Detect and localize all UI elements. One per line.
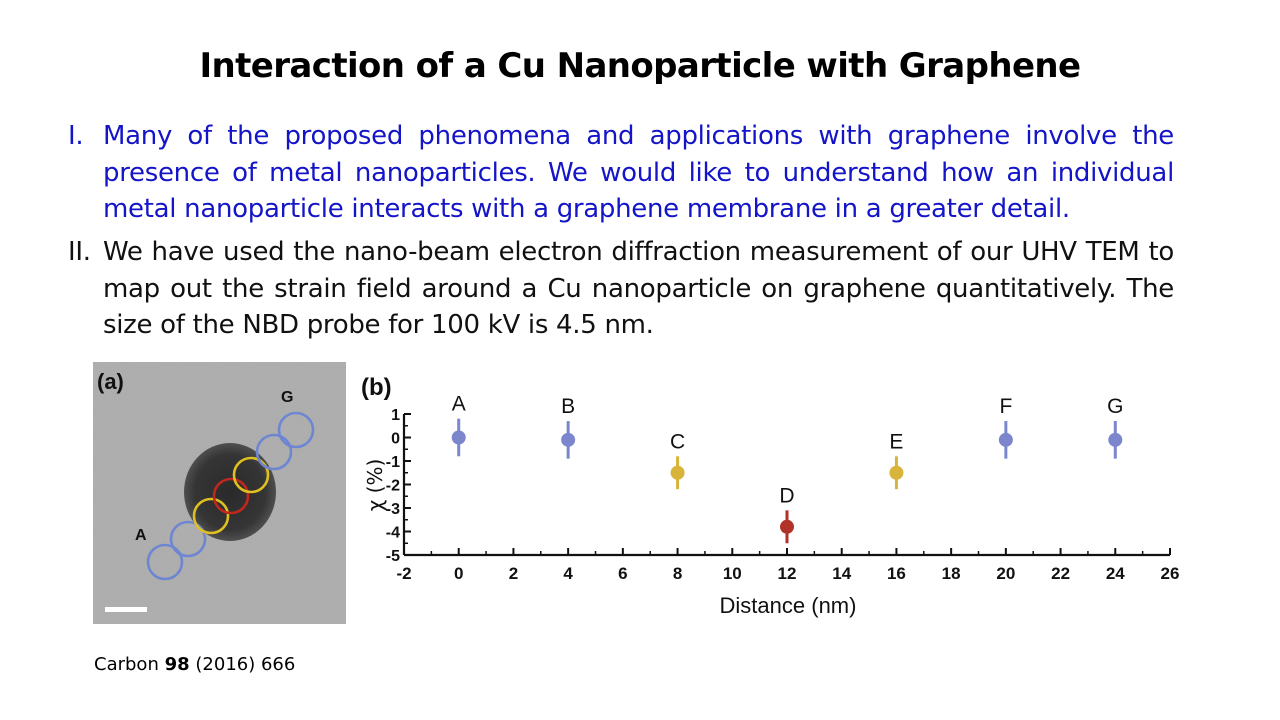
- list-marker: I.: [68, 121, 84, 151]
- circle-label-a: A: [135, 527, 147, 544]
- x-tick-label: 0: [454, 564, 463, 583]
- x-tick-label: 26: [1161, 564, 1180, 583]
- list-item: I. Many of the proposed phenomena and ap…: [68, 118, 1174, 228]
- y-tick-label: 0: [391, 431, 400, 448]
- list-item: II. We have used the nano-beam electron …: [68, 234, 1174, 344]
- point-label-g: G: [1107, 395, 1123, 418]
- x-tick-label: 4: [563, 564, 573, 583]
- data-point-a: [451, 430, 466, 445]
- probe-circle-b: [169, 520, 207, 558]
- citation-journal: Carbon: [94, 654, 159, 675]
- probe-circle-d: [212, 477, 250, 515]
- cu-nanoparticle: [184, 443, 276, 541]
- x-tick-label: 22: [1051, 564, 1070, 583]
- point-label-a: A: [452, 393, 466, 416]
- point-label-b: B: [561, 395, 575, 418]
- data-point-g: [1108, 432, 1123, 447]
- panel-label-a: (a): [97, 369, 124, 394]
- data-point-b: [561, 432, 576, 447]
- data-point-f: [998, 432, 1013, 447]
- tem-micrograph: (a) A G: [93, 362, 346, 624]
- strain-chart: (b) χ (%) Distance (nm) 10-1-2-3-4-5-2 0 2…: [361, 374, 1180, 618]
- x-tick-label: 20: [996, 564, 1015, 583]
- list-marker: II.: [68, 237, 91, 267]
- list-item-text: Many of the proposed phenomena and appli…: [103, 121, 1174, 224]
- data-point-d: [780, 519, 794, 534]
- probe-circle-f: [255, 433, 293, 471]
- probe-circle-e: [232, 456, 270, 494]
- y-tick-label: -5: [386, 548, 400, 565]
- y-tick-label: -1: [386, 454, 400, 471]
- x-tick-label: -2: [396, 564, 411, 583]
- point-label-c: C: [670, 430, 685, 453]
- data-point-e: [889, 465, 904, 480]
- citation: Carbon 98 (2016) 666: [94, 654, 295, 675]
- y-tick-label: -2: [386, 478, 400, 495]
- x-tick-label: 8: [673, 564, 682, 583]
- x-tick-label: 10: [723, 564, 742, 583]
- scale-bar: [105, 607, 147, 612]
- y-axis-label: χ (%): [363, 459, 387, 512]
- data-point-c: [670, 465, 685, 480]
- citation-year-page: (2016) 666: [195, 654, 296, 675]
- probe-circle-g: [277, 411, 315, 449]
- x-tick-label: 24: [1106, 564, 1125, 583]
- x-tick-label: 14: [832, 564, 851, 583]
- point-label-f: F: [999, 395, 1012, 418]
- panel-label-b: (b): [361, 374, 392, 401]
- x-tick-label: 18: [942, 564, 961, 583]
- x-tick-label: 6: [618, 564, 627, 583]
- x-tick-label: 2: [509, 564, 518, 583]
- point-label-e: E: [889, 430, 903, 453]
- point-label-d: D: [779, 484, 794, 507]
- slide-title: Interaction of a Cu Nanoparticle with Gr…: [199, 46, 1082, 86]
- circle-label-g: G: [281, 389, 293, 406]
- probe-circle-a: [146, 543, 184, 581]
- x-tick-label: 16: [887, 564, 906, 583]
- citation-volume: 98: [164, 654, 190, 675]
- y-tick-label: -3: [386, 501, 400, 518]
- x-axis-label: Distance (nm): [720, 593, 857, 618]
- y-tick-label: 1: [391, 407, 400, 424]
- y-tick-label: -4: [386, 525, 400, 542]
- x-tick-label: 12: [778, 564, 797, 583]
- list-item-text: We have used the nano-beam electron diff…: [103, 237, 1174, 340]
- probe-circle-c: [192, 497, 230, 535]
